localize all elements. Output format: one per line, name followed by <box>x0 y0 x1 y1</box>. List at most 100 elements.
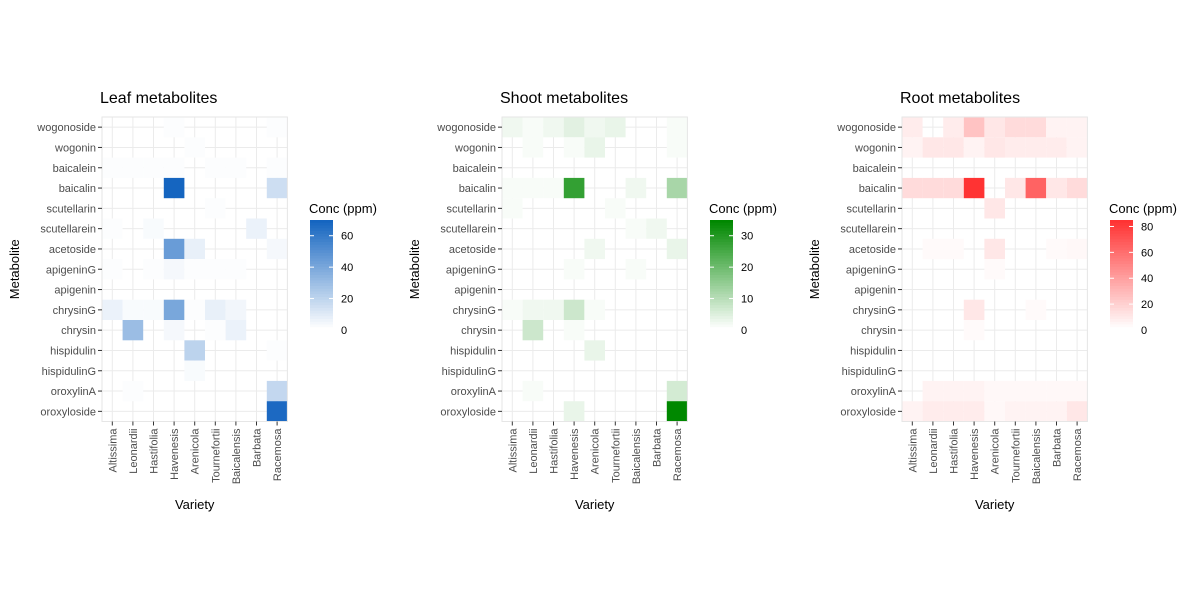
legend-gradient-step <box>310 302 333 306</box>
heat-cell <box>984 380 1005 402</box>
legend-gradient-step <box>310 313 333 317</box>
x-tick-label: Arenicola <box>190 428 202 475</box>
legend-gradient-step <box>710 244 733 249</box>
y-tick-label: apigeninG <box>846 264 896 276</box>
heat-cell <box>943 177 964 199</box>
legend-tick-label: 20 <box>341 294 353 306</box>
heat-cell <box>163 157 185 178</box>
legend-gradient-step <box>310 266 333 271</box>
legend-gradient-step <box>710 247 733 251</box>
heat-cell <box>922 238 944 260</box>
legend-gradient-step <box>310 258 333 262</box>
x-tick-label: Tournefortii <box>610 429 622 483</box>
chart-title: Shoot metabolites <box>500 90 628 107</box>
legend-gradient-step <box>310 288 333 293</box>
legend-gradient-step <box>710 228 733 232</box>
heat-cell <box>1046 137 1067 158</box>
x-tick-label: Havenesis <box>169 428 181 480</box>
legend-gradient-step <box>710 327 733 331</box>
heat-cell <box>584 299 605 320</box>
heat-cell <box>563 299 585 320</box>
legend-gradient-step <box>1110 275 1133 279</box>
y-tick-label: scutellarein <box>40 224 96 236</box>
x-tick-label: Barbata <box>1052 428 1064 467</box>
legend-gradient-step <box>1110 277 1133 282</box>
heat-cell <box>1046 380 1067 402</box>
y-tick-label: apigenin <box>454 285 496 297</box>
legend-tick-label: 60 <box>341 231 353 243</box>
heat-cell <box>584 340 605 361</box>
heat-cell <box>984 401 1005 422</box>
x-tick-label: Havenesis <box>569 428 581 480</box>
y-tick-label: apigeninG <box>46 264 96 276</box>
heat-cell <box>184 137 205 158</box>
heat-cell <box>1005 401 1026 422</box>
legend-gradient-step <box>310 275 333 279</box>
legend-gradient-step <box>1110 297 1133 301</box>
heat-cell <box>522 117 544 138</box>
legend-gradient-step <box>710 283 733 287</box>
y-tick-label: chrysin <box>461 325 496 337</box>
legend-gradient-step <box>310 244 333 249</box>
panel-1: Leaf metabolites wogonoside wogonin baicale… <box>7 90 377 512</box>
heat-cell <box>625 218 647 239</box>
legend-gradient-step <box>1110 242 1133 246</box>
x-tick-label: Tournefortii <box>210 429 222 483</box>
legend-gradient-step <box>1110 253 1133 257</box>
heat-cell <box>605 117 626 138</box>
x-tick-label: Barbata <box>652 428 664 467</box>
legend-gradient-step <box>710 258 733 262</box>
x-tick-label: Hastifolia <box>949 428 961 474</box>
legend-gradient-step <box>310 236 333 240</box>
heat-cell <box>963 137 985 158</box>
legend-gradient-step <box>310 310 333 315</box>
legend-tick-label: 40 <box>1141 273 1153 285</box>
legend-gradient-step <box>1110 261 1133 265</box>
legend-gradient-step <box>310 319 333 323</box>
legend-gradient-step <box>310 253 333 257</box>
legend-gradient-step <box>1110 231 1133 235</box>
legend-gradient-step <box>1110 222 1133 227</box>
legend-tick-label: 20 <box>1141 299 1153 311</box>
legend-gradient-step <box>310 225 333 229</box>
heat-cell <box>266 177 288 199</box>
heat-cell <box>984 137 1005 158</box>
legend-gradient-step <box>710 261 733 265</box>
legend-gradient-step <box>710 242 733 246</box>
heat-cell <box>184 259 205 280</box>
y-tick-label: baicalin <box>459 183 496 195</box>
heat-cell <box>266 117 288 138</box>
x-tick-label: Altissima <box>107 428 119 473</box>
heat-cell <box>922 137 944 158</box>
heat-cell <box>666 238 688 260</box>
heat-cell <box>205 198 226 219</box>
legend-gradient-step <box>710 313 733 317</box>
legend-gradient-step <box>710 250 733 254</box>
heat-cell <box>584 137 605 158</box>
heat-cell <box>963 299 985 320</box>
y-tick-label: acetoside <box>449 244 496 256</box>
heat-cell <box>522 177 544 199</box>
legend-gradient-step <box>710 294 733 298</box>
heat-cell <box>943 117 964 138</box>
y-tick-label: chrysin <box>61 325 96 337</box>
heat-cell <box>1046 238 1067 260</box>
y-tick-label: chrysinG <box>53 305 96 317</box>
legend-gradient-step <box>1110 236 1133 240</box>
x-tick-label: Baicalensis <box>631 428 643 484</box>
legend-gradient-step <box>710 275 733 279</box>
legend-gradient-step <box>710 269 733 273</box>
x-tick-label: Racemosa <box>1072 428 1084 481</box>
legend-gradient-step <box>1110 302 1133 306</box>
legend-gradient-step <box>1110 324 1133 328</box>
y-tick-label: hispidulin <box>850 345 896 357</box>
heat-cell <box>563 137 585 158</box>
legend-gradient-step <box>1110 244 1133 249</box>
heat-cell <box>143 259 164 280</box>
x-tick-label: Arenicola <box>590 428 602 475</box>
heat-cell <box>205 259 226 280</box>
legend-gradient-step <box>1110 319 1133 323</box>
y-tick-label: baicalein <box>453 163 496 175</box>
y-tick-label: wogonoside <box>836 122 896 134</box>
heat-cell <box>266 157 288 178</box>
